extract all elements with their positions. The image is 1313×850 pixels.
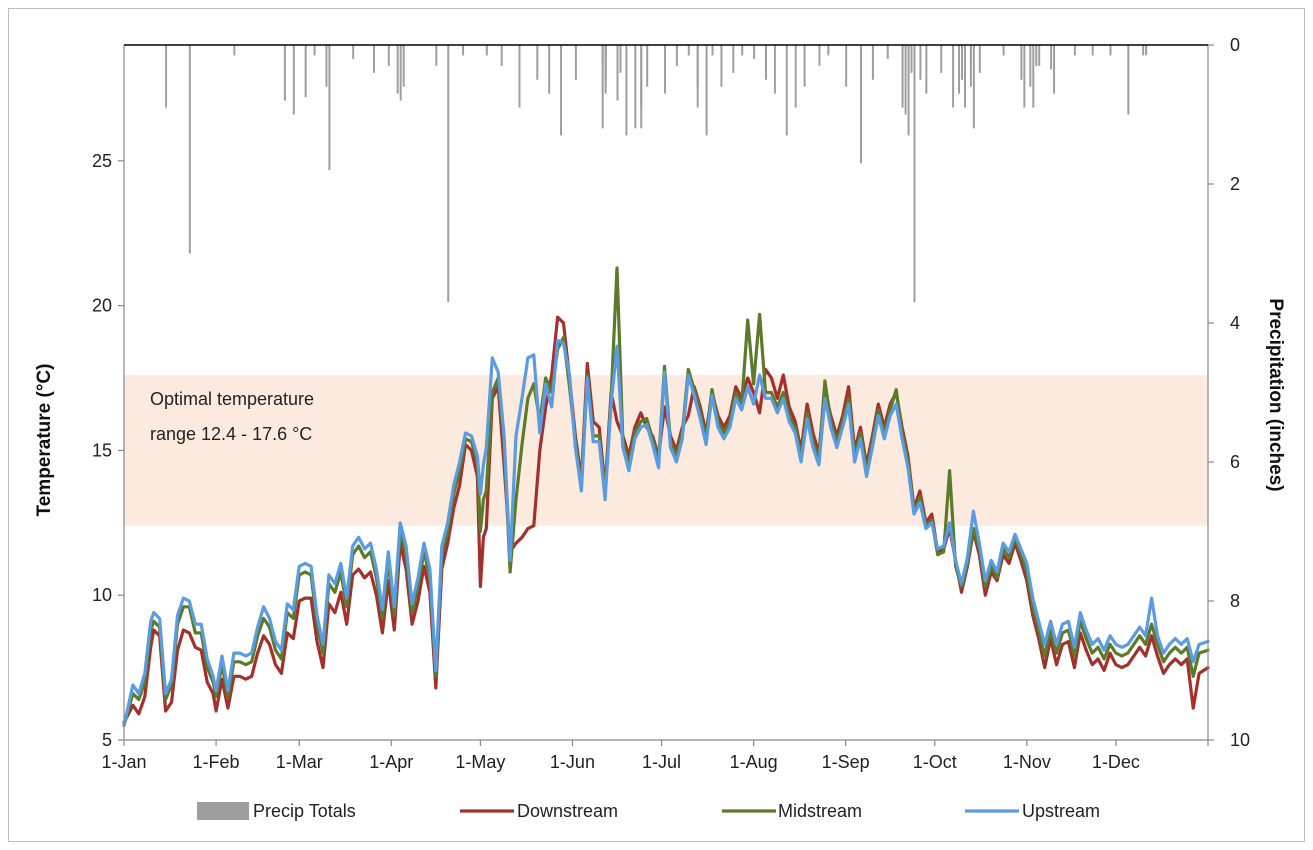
y-tick-label: 5	[102, 730, 112, 750]
series-line-upstream	[122, 338, 1210, 728]
x-tick-label: 1-Aug	[730, 752, 778, 772]
legend-label: Upstream	[1022, 801, 1100, 821]
legend: Precip Totals Downstream Midstream Upstream	[197, 801, 1100, 821]
x-tick-label: 1-Dec	[1092, 752, 1140, 772]
y2-tick-label: 4	[1230, 313, 1240, 333]
x-tick-label: 1-Mar	[276, 752, 323, 772]
x-tick-label: 1-Feb	[193, 752, 240, 772]
y2-axis-title: Precipitation (inches)	[1265, 298, 1286, 491]
y2-tick-label: 10	[1230, 730, 1250, 750]
y2-tick-label: 8	[1230, 591, 1240, 611]
x-tick-label: 1-May	[455, 752, 505, 772]
optimal-range-label-line2: range 12.4 - 17.6 °C	[150, 424, 312, 444]
legend-label: Midstream	[778, 801, 862, 821]
y2-tick-label: 2	[1230, 174, 1240, 194]
x-tick-label: 1-Nov	[1003, 752, 1051, 772]
x-tick-label: 1-Apr	[369, 752, 413, 772]
y2-tick-label: 6	[1230, 452, 1240, 472]
y-tick-label: 15	[92, 440, 112, 460]
y-axis-title: Temperature (°C)	[34, 364, 55, 517]
x-tick-label: 1-Sep	[822, 752, 870, 772]
y-tick-label: 20	[92, 296, 112, 316]
legend-label: Downstream	[517, 801, 618, 821]
y2-tick-label: 0	[1230, 35, 1240, 55]
x-tick-label: 1-Oct	[913, 752, 957, 772]
optimal-range-label: Optimal temperature	[150, 389, 314, 409]
legend-swatch-precip	[197, 802, 249, 820]
x-tick-label: 1-Jan	[101, 752, 146, 772]
x-tick-label: 1-Jul	[642, 752, 681, 772]
legend-label: Precip Totals	[253, 801, 356, 821]
y-tick-label: 25	[92, 151, 112, 171]
y-tick-label: 10	[92, 585, 112, 605]
x-tick-label: 1-Jun	[550, 752, 595, 772]
